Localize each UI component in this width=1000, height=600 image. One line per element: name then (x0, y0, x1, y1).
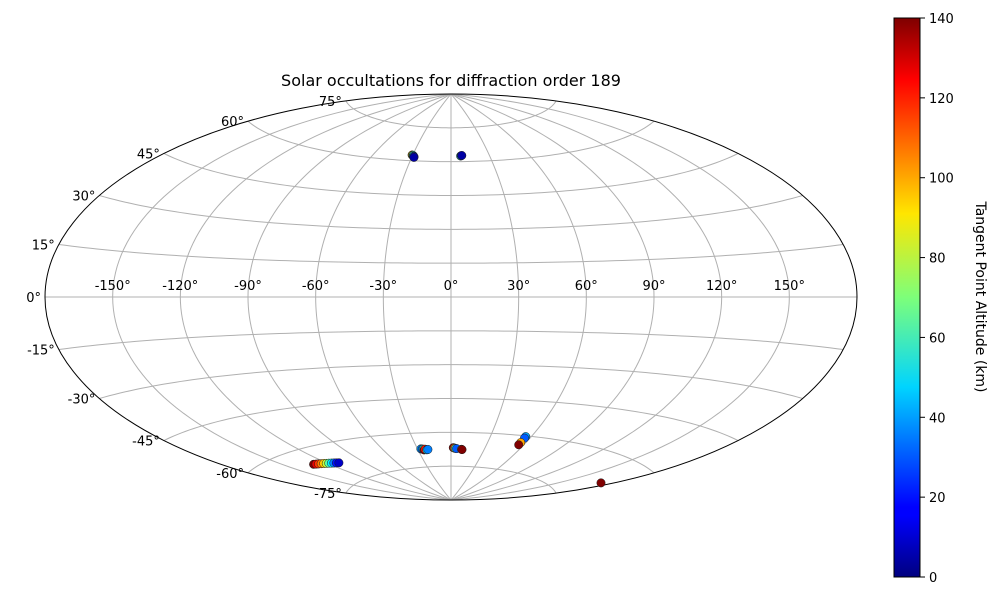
data-point (457, 151, 467, 160)
data-points (309, 150, 606, 488)
latitude-tick-labels: 75° 60° 45° 30° 15° 0° -15° -30° -45° -60° -75° (26, 95, 342, 502)
parallel-line (345, 100, 557, 129)
parallel-line (163, 153, 739, 197)
longitude-tick-label: -60° (302, 279, 330, 294)
longitude-tick-labels: -150° -120° -90° -60° -30° 0° 30° 60° 90° 120° 150… (95, 279, 805, 294)
data-point (457, 445, 467, 455)
data-point (596, 478, 606, 488)
latitude-tick-label: 0° (26, 291, 41, 306)
latitude-tick-label: 45° (137, 148, 160, 163)
latitude-tick-label: 60° (221, 115, 244, 130)
longitude-tick-label: -30° (369, 279, 397, 294)
longitude-tick-label: -90° (234, 279, 262, 294)
colorbar-tick-label: 0 (929, 571, 937, 586)
longitude-tick-label: 90° (642, 279, 665, 294)
data-point (334, 458, 344, 468)
colorbar-tick-label: 20 (929, 491, 946, 506)
colorbar-label: Tangent Point Altitude (km) (972, 200, 988, 392)
parallel-line (247, 120, 655, 163)
map-grid (45, 94, 857, 500)
longitude-tick-label: 120° (706, 279, 737, 294)
map-outline (44, 93, 858, 501)
colorbar-tick-label: 140 (929, 12, 954, 27)
parallel-line (99, 195, 803, 230)
parallel-line (163, 397, 739, 441)
colorbar-tick-label: 120 (929, 92, 954, 107)
latitude-tick-label: 30° (72, 190, 95, 205)
data-point (423, 445, 433, 454)
latitude-tick-label: -45° (132, 435, 160, 450)
parallel-line (345, 465, 557, 494)
latitude-tick-label: -30° (68, 393, 96, 408)
colorbar-tick-label: 60 (929, 331, 946, 346)
colorbar-gradient (893, 17, 921, 578)
parallel-line (58, 330, 844, 351)
chart-title: Solar occultations for diffraction order… (281, 71, 621, 90)
data-point (409, 152, 419, 162)
colorbar-tick-label: 40 (929, 411, 946, 426)
data-point (514, 440, 524, 450)
longitude-tick-label: 0° (444, 279, 459, 294)
latitude-tick-label: 15° (32, 239, 55, 254)
longitude-tick-label: 60° (575, 279, 598, 294)
longitude-tick-label: -150° (95, 279, 131, 294)
parallel-line (99, 364, 803, 399)
parallel-line (58, 243, 844, 264)
colorbar-tick-label: 80 (929, 252, 946, 267)
colorbar-tick-label: 100 (929, 172, 954, 187)
colorbar-ticks: 0 20 40 60 80 100 120 140 (920, 12, 954, 586)
parallel-line (247, 431, 655, 474)
longitude-tick-label: 30° (507, 279, 530, 294)
latitude-tick-label: -60° (216, 467, 244, 482)
latitude-tick-label: -75° (314, 487, 342, 502)
latitude-tick-label: 75° (319, 95, 342, 110)
colorbar: 0 20 40 60 80 100 120 140 Tangent Point Altitud… (893, 12, 988, 586)
longitude-tick-label: 150° (774, 279, 805, 294)
latitude-tick-label: -15° (27, 344, 55, 359)
longitude-tick-label: -120° (162, 279, 198, 294)
